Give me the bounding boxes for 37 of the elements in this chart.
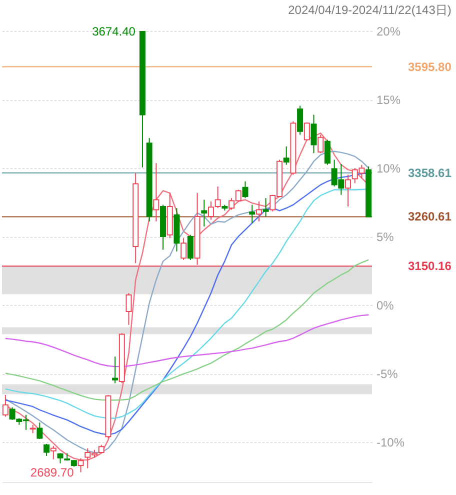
text: 3595.80 (408, 60, 452, 74)
candlestick (153, 162, 160, 222)
candlestick (201, 199, 208, 227)
annotation: 3674.40 (92, 24, 136, 39)
y-tick-label: -10% (376, 436, 405, 450)
candlestick (310, 114, 317, 154)
y-tick-label: 15% (376, 93, 401, 108)
annotation: 2689.70 (30, 465, 74, 480)
candlestick (50, 445, 56, 460)
candlestick (297, 105, 304, 136)
text: 3260.61 (408, 210, 452, 224)
text: 3358.61 (408, 166, 452, 180)
candlestick (112, 356, 118, 384)
candlestick (44, 443, 50, 456)
y-tick-label: 5% (376, 230, 394, 244)
candlestick (78, 458, 84, 473)
candlestick (283, 146, 290, 166)
candlestick (249, 204, 256, 224)
line-series (4, 314, 370, 368)
y-tick-label: 0% (376, 298, 394, 313)
candlestick (242, 180, 248, 199)
candlestick (324, 139, 330, 166)
candlestick (256, 200, 262, 222)
y-tick-label: 20% (376, 24, 401, 38)
text: 3150.16 (408, 259, 452, 274)
candlestick (36, 422, 43, 440)
candlestick (262, 198, 269, 217)
candlestick (187, 234, 194, 260)
chart-title: 2024/04/19-2024/11/22(143日) (288, 3, 452, 17)
candlestick (57, 452, 64, 464)
candlestick (180, 238, 187, 260)
candlestick (304, 122, 310, 142)
y-tick-label: 10% (376, 162, 401, 176)
line-series (4, 259, 370, 401)
y-tick-label: -5% (376, 367, 398, 382)
candlestick (126, 292, 132, 326)
candlestick (318, 134, 324, 154)
